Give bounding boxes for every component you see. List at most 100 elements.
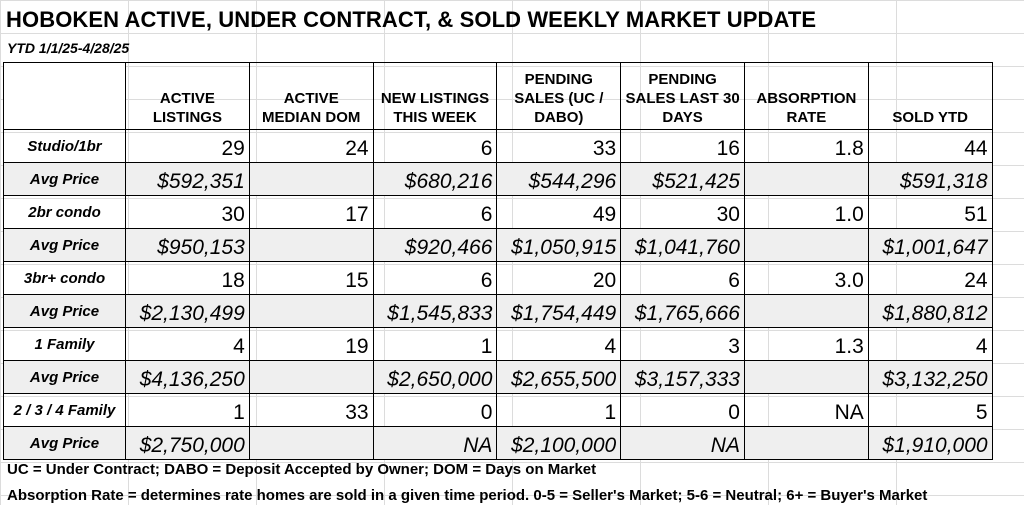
table-cell[interactable] [248,294,374,328]
header-row: ACTIVE LISTINGS ACTIVE MEDIAN DOM NEW LI… [3,62,993,130]
table-cell[interactable]: 17 [248,195,374,229]
corner-cell[interactable] [3,62,126,130]
table-cell[interactable]: 1.8 [743,129,869,163]
row-label[interactable]: Avg Price [3,162,126,196]
row-label[interactable]: 2 / 3 / 4 Family [3,393,126,427]
table-cell[interactable]: $2,750,000 [125,426,250,460]
table-cell[interactable]: $1,754,449 [496,294,622,328]
table-cell[interactable]: 3 [620,327,745,361]
table-cell[interactable]: 0 [372,393,498,427]
table-cell[interactable] [743,162,869,196]
row-label[interactable]: Avg Price [3,360,126,394]
row-label[interactable]: Avg Price [3,426,126,460]
column-header[interactable]: SOLD YTD [867,62,993,130]
table-cell[interactable]: 51 [867,195,993,229]
table-cell[interactable]: $521,425 [620,162,745,196]
table-cell[interactable] [248,228,374,262]
table-cell[interactable]: 29 [125,129,250,163]
table-cell[interactable]: 33 [496,129,622,163]
table-cell[interactable]: 24 [248,129,374,163]
table-cell[interactable]: $2,130,499 [125,294,250,328]
table-cell[interactable]: 24 [867,261,993,295]
table-cell[interactable]: $680,216 [372,162,498,196]
column-header[interactable]: NEW LISTINGS THIS WEEK [372,62,498,130]
table-cell[interactable]: 1 [372,327,498,361]
row-label[interactable]: 2br condo [3,195,126,229]
table-cell[interactable]: $591,318 [867,162,993,196]
row-label[interactable]: Studio/1br [3,129,126,163]
table-cell[interactable]: 44 [867,129,993,163]
table-cell[interactable] [743,426,869,460]
table-cell[interactable]: 6 [372,195,498,229]
table-cell[interactable] [248,360,374,394]
page-title: HOBOKEN ACTIVE, UNDER CONTRACT, & SOLD W… [6,7,817,32]
table-cell[interactable]: $544,296 [496,162,622,196]
row-label[interactable]: 1 Family [3,327,126,361]
absorption-note: Absorption Rate = determines rate homes … [7,487,928,504]
table-cell[interactable]: $2,100,000 [496,426,622,460]
table-cell[interactable]: 19 [248,327,374,361]
table-cell[interactable]: NA [620,426,745,460]
table-cell[interactable] [248,426,374,460]
table-cell[interactable]: 33 [248,393,374,427]
table-cell[interactable]: $950,153 [125,228,250,262]
table-cell[interactable]: 16 [620,129,745,163]
avg-price-row: Avg Price $4,136,250 $2,650,000 $2,655,500 $… [3,360,993,394]
row-label[interactable]: Avg Price [3,228,126,262]
table-cell[interactable]: 30 [125,195,250,229]
table-cell[interactable]: 4 [496,327,622,361]
table-cell[interactable]: $1,050,915 [496,228,622,262]
table-cell[interactable] [743,228,869,262]
table-cell[interactable]: $2,650,000 [372,360,498,394]
table-cell[interactable]: 18 [125,261,250,295]
table-cell[interactable]: 6 [372,129,498,163]
table-cell[interactable]: NA [743,393,869,427]
column-header[interactable]: ACTIVE MEDIAN DOM [248,62,374,130]
table-cell[interactable]: 20 [496,261,622,295]
count-row: 1 Family 4 19 1 4 3 1.3 4 [3,327,993,361]
column-header[interactable]: ABSORPTION RATE [743,62,869,130]
table-cell[interactable]: 15 [248,261,374,295]
table-cell[interactable]: $4,136,250 [125,360,250,394]
column-header[interactable]: PENDING SALES LAST 30 DAYS [620,62,745,130]
avg-price-row: Avg Price $2,750,000 NA $2,100,000 NA $1,910,… [3,426,993,460]
table-cell[interactable]: 1 [125,393,250,427]
row-label[interactable]: Avg Price [3,294,126,328]
avg-price-row: Avg Price $592,351 $680,216 $544,296 $521,42… [3,162,993,196]
table-cell[interactable]: 6 [372,261,498,295]
table-cell[interactable]: $3,157,333 [620,360,745,394]
table-cell[interactable]: $1,765,666 [620,294,745,328]
row-label[interactable]: 3br+ condo [3,261,126,295]
table-cell[interactable]: 1.3 [743,327,869,361]
avg-price-row: Avg Price $2,130,499 $1,545,833 $1,754,449 $… [3,294,993,328]
legend-note: UC = Under Contract; DABO = Deposit Acce… [7,461,597,478]
table-cell[interactable] [743,294,869,328]
table-cell[interactable]: 30 [620,195,745,229]
table-cell[interactable]: 4 [125,327,250,361]
table-cell[interactable] [743,360,869,394]
table-cell[interactable]: 6 [620,261,745,295]
avg-price-row: Avg Price $950,153 $920,466 $1,050,915 $1,04… [3,228,993,262]
table-cell[interactable]: 5 [867,393,993,427]
table-cell[interactable] [248,162,374,196]
table-cell[interactable]: $920,466 [372,228,498,262]
column-header[interactable]: ACTIVE LISTINGS [125,62,250,130]
table-cell[interactable]: 1.0 [743,195,869,229]
count-row: 3br+ condo 18 15 6 20 6 3.0 24 [3,261,993,295]
table-cell[interactable]: 0 [620,393,745,427]
table-cell[interactable]: $1,041,760 [620,228,745,262]
table-cell[interactable]: $1,001,647 [867,228,993,262]
table-cell[interactable]: NA [372,426,498,460]
table-cell[interactable]: 3.0 [743,261,869,295]
table-cell[interactable]: $1,910,000 [867,426,993,460]
table-cell[interactable]: 49 [496,195,622,229]
table-cell[interactable]: $1,545,833 [372,294,498,328]
table-cell[interactable]: $2,655,500 [496,360,622,394]
table-cell[interactable]: $592,351 [125,162,250,196]
table-cell[interactable]: 4 [867,327,993,361]
table-cell[interactable]: 1 [496,393,622,427]
column-header[interactable]: PENDING SALES (UC / DABO) [496,62,622,130]
table-cell[interactable]: $1,880,812 [867,294,993,328]
table-cell[interactable]: $3,132,250 [867,360,993,394]
